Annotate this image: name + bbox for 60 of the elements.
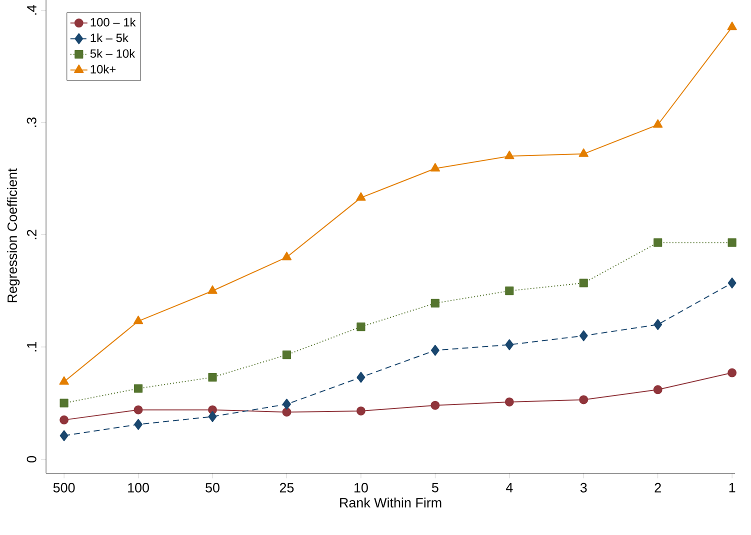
x-tick-label: 1: [729, 482, 736, 492]
legend-label: 10k+: [90, 64, 116, 74]
point: [504, 397, 514, 406]
x-tick-label: 25: [280, 482, 294, 492]
point: [59, 376, 69, 385]
y-tick-label: .4: [27, 5, 36, 15]
point: [653, 385, 662, 394]
point: [579, 278, 588, 288]
point: [653, 119, 663, 128]
point: [505, 339, 514, 350]
y-tick-label: .3: [26, 117, 36, 127]
x-tick-label: 100: [128, 482, 149, 492]
y-tick-label: 0: [26, 456, 36, 462]
y-tick-label: .2: [26, 230, 36, 240]
point: [356, 322, 366, 332]
point: [133, 316, 144, 324]
x-tick-label: 2: [654, 482, 661, 492]
legend-label: 1k – 5k: [90, 33, 128, 42]
legend-label: 100 – 1k: [90, 18, 136, 26]
point: [505, 286, 514, 296]
point: [282, 398, 291, 410]
point: [578, 148, 588, 157]
point: [60, 398, 68, 408]
x-tick-label: 500: [53, 482, 75, 492]
point: [208, 372, 217, 382]
y-axis-title: Regression Coefficient: [7, 168, 20, 302]
point: [134, 418, 143, 430]
point: [60, 430, 68, 442]
point: [134, 405, 143, 414]
point: [654, 319, 662, 330]
point: [356, 406, 366, 416]
point: [579, 330, 588, 342]
x-tick-label: 4: [506, 482, 513, 492]
legend-label: 5k – 10k: [90, 49, 136, 58]
point: [60, 415, 69, 424]
point: [356, 372, 366, 383]
x-tick-label: 3: [580, 482, 587, 492]
point: [430, 344, 440, 356]
y-tick-label: .1: [27, 342, 36, 352]
point: [208, 285, 218, 294]
point: [504, 150, 514, 160]
point: [356, 192, 366, 201]
point: [579, 395, 588, 404]
point: [134, 384, 143, 393]
point: [654, 238, 662, 247]
point: [728, 368, 737, 378]
x-axis-title: Rank Within Firm: [340, 498, 442, 508]
x-tick-label: 50: [206, 482, 220, 492]
point: [282, 252, 292, 260]
point: [728, 238, 736, 247]
point: [430, 400, 440, 410]
point: [728, 278, 736, 289]
point: [430, 298, 440, 308]
point: [208, 411, 217, 422]
x-tick-label: 5: [432, 482, 438, 492]
point: [282, 408, 292, 417]
x-tick-label: 10: [354, 482, 368, 492]
point: [282, 350, 292, 360]
point: [727, 22, 737, 30]
point: [430, 163, 440, 172]
